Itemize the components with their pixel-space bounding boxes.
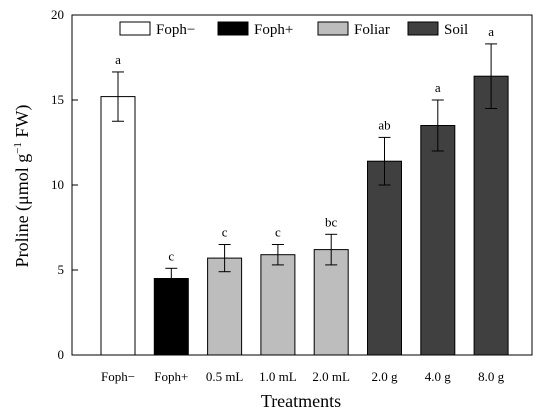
- legend: Foph− Foph+ Foliar Soil: [119, 21, 468, 38]
- plot-frame: [71, 14, 533, 356]
- x-tick-label: 2.0 g: [372, 369, 399, 384]
- significance-label: a: [115, 52, 121, 67]
- legend-label: Foph+: [254, 22, 293, 38]
- x-tick-label: 1.0 mL: [259, 369, 297, 384]
- x-tick-label: 2.0 mL: [312, 369, 350, 384]
- legend-label: Foliar: [354, 22, 390, 38]
- x-tick-label: Foph+: [154, 369, 188, 384]
- bar: [473, 75, 509, 356]
- y-axis-title-main: Proline (μmol g: [12, 154, 33, 268]
- significance-label: a: [435, 80, 441, 95]
- x-tick-label: 4.0 g: [425, 369, 452, 384]
- y-tick-label: 15: [51, 92, 64, 107]
- bar: [420, 125, 456, 356]
- legend-swatch: [407, 21, 439, 36]
- y-tick-label: 5: [58, 262, 65, 277]
- bar: [207, 257, 243, 356]
- bar: [313, 249, 349, 356]
- y-axis-title-superscript: −1: [12, 142, 24, 154]
- plot-area: 0 5 10 15 20 a Foph− c Foph+ c 0.5 mL c 1.0 mL bc 2.0 …: [51, 7, 533, 384]
- x-tick-label: 8.0 g: [478, 369, 505, 384]
- bar: [100, 96, 136, 356]
- x-tick-label: Foph−: [101, 369, 135, 384]
- y-axis-title-suffix: FW): [12, 105, 33, 143]
- x-axis-title: Treatments: [261, 391, 341, 411]
- bar: [260, 254, 296, 356]
- significance-label: c: [222, 225, 228, 240]
- legend-label: Foph−: [156, 22, 195, 38]
- y-tick-label: 20: [51, 7, 64, 22]
- bar: [153, 278, 189, 356]
- significance-label: c: [275, 225, 281, 240]
- significance-label: ab: [378, 117, 390, 132]
- y-axis-title: Proline (μmol g−1 FW): [12, 105, 33, 268]
- significance-label: bc: [325, 214, 338, 229]
- y-tick-label: 0: [58, 347, 65, 362]
- significance-label: c: [168, 248, 174, 263]
- legend-label: Soil: [444, 22, 468, 38]
- significance-label: a: [488, 24, 494, 39]
- legend-swatch: [119, 21, 151, 36]
- y-tick-label: 10: [51, 177, 64, 192]
- legend-swatch: [317, 21, 349, 36]
- legend-swatch: [217, 21, 249, 36]
- bar: [367, 160, 402, 356]
- x-tick-label: 0.5 mL: [206, 369, 244, 384]
